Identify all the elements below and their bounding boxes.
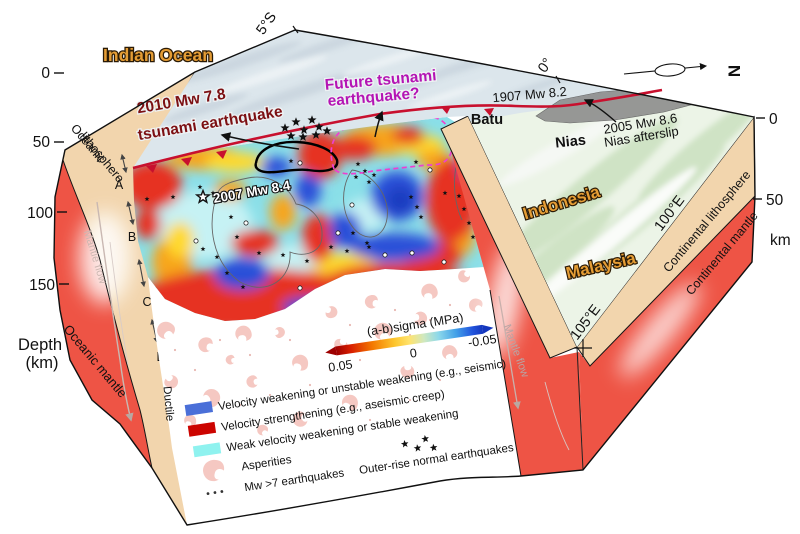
depth-tick-50: 50 xyxy=(33,134,51,151)
legend-swatch-velocity-weakening xyxy=(184,401,213,416)
depth-tick-0: 0 xyxy=(41,65,50,82)
ductile-label: Ductile xyxy=(160,386,175,422)
earthquake-circle-markers xyxy=(193,160,447,291)
map-texture xyxy=(162,30,754,347)
future-eq-arrow xyxy=(374,110,384,138)
lat-5s-label: 5°S xyxy=(253,9,280,37)
oceanic-mantle-region xyxy=(54,160,152,468)
depth-tick-right-0: 0 xyxy=(769,111,778,128)
depth-tick-150: 150 xyxy=(29,277,55,294)
lon-105-tick xyxy=(574,339,592,357)
nias-label: Nias xyxy=(555,132,587,151)
depth-tick-right-50: 50 xyxy=(766,192,784,209)
mantle-flow-arrow-right xyxy=(498,295,521,410)
block-outline xyxy=(53,29,756,526)
colorbar-tick-left: 0.05 xyxy=(327,357,353,374)
segment-a-label: A xyxy=(115,178,124,192)
eq-1907-arrow xyxy=(583,99,617,123)
depth-axis-right: 0 50 km xyxy=(753,111,791,249)
depth-tick-100: 100 xyxy=(27,205,53,222)
rupture-2010-contour xyxy=(254,140,339,174)
trench-line xyxy=(132,88,663,170)
land-relief-bands xyxy=(475,97,754,324)
colorbar-tick-right: -0.05 xyxy=(467,332,497,350)
depth-axis-title-line1: Depth xyxy=(18,336,62,354)
trench-barbs xyxy=(146,106,494,173)
depth-axis-left: 0 50 100 150 Depth (km) xyxy=(18,65,69,372)
north-label: N xyxy=(725,65,744,77)
indian-ocean-label: Indian Ocean xyxy=(103,45,213,65)
mantle-flow-arrow-left xyxy=(96,201,134,422)
eq-1907-label: 1907 Mw 8.2 xyxy=(492,84,567,105)
depth-axis-right-unit: km xyxy=(770,232,791,249)
map-surface xyxy=(132,25,754,357)
segment-c-label: C xyxy=(142,295,151,309)
oceanic-lithosphere-slab xyxy=(54,72,195,525)
segment-b-label: B xyxy=(128,230,136,244)
north-compass: N xyxy=(623,63,744,77)
colorbar-tick-mid: 0 xyxy=(409,346,418,361)
eq-2010-arrow xyxy=(220,132,300,150)
lat-0-label: 0° xyxy=(535,55,556,76)
future-earthquake-contour xyxy=(330,116,453,175)
future-eq-label-line2: earthquake? xyxy=(327,85,420,110)
batu-label: Batu xyxy=(471,112,503,128)
legend-icon-mw7-dots xyxy=(206,490,224,496)
legend-swatch-velocity-strengthening xyxy=(187,421,217,437)
depth-axis-title-line2: (km) xyxy=(26,354,59,372)
mantle-wedge-face xyxy=(148,267,521,525)
legend-swatch-weak-weakening xyxy=(192,442,222,458)
